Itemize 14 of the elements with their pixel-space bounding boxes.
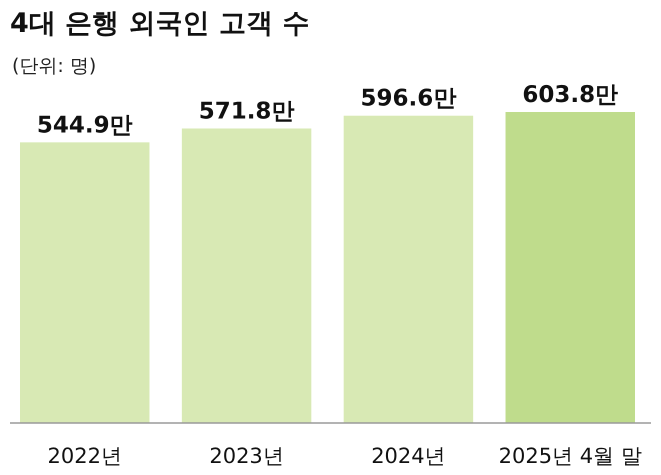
bar (344, 116, 474, 423)
data-label: 603.8만 (522, 82, 618, 108)
bar (506, 112, 635, 423)
x-tick-label: 2024년 (371, 444, 446, 468)
bar (182, 128, 312, 423)
x-tick-label: 2023년 (209, 444, 284, 468)
bar (20, 142, 150, 423)
data-label: 596.6만 (360, 86, 456, 112)
chart-subtitle: (단위: 명) (12, 55, 96, 77)
x-tick-label: 2025년 4월 말 (498, 444, 642, 468)
chart-title: 4대 은행 외국인 고객 수 (10, 8, 310, 39)
x-tick-label: 2022년 (48, 444, 122, 468)
data-label: 571.8만 (198, 98, 294, 124)
data-label: 544.9만 (36, 112, 133, 138)
